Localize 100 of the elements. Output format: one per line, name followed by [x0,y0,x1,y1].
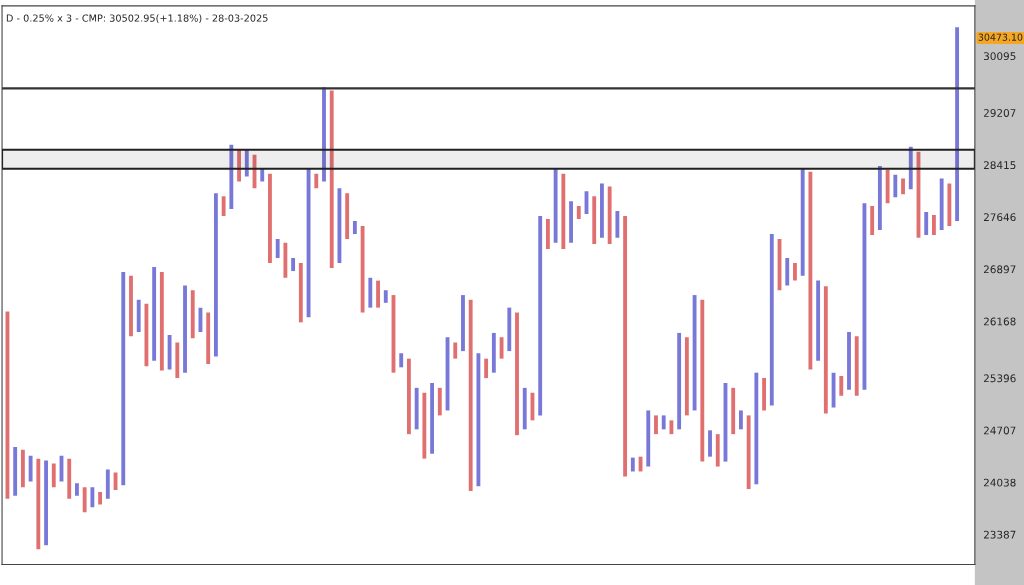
candlestick [175,342,180,379]
candlestick [576,206,581,220]
candlestick [82,487,87,513]
candlestick [754,372,759,485]
candlestick [167,335,172,370]
candlestick [98,491,103,505]
candlestick [924,212,929,235]
candlestick [762,378,766,411]
candlestick [329,90,334,269]
candlestick [298,263,303,323]
candlestick [484,358,489,379]
candlestick [947,183,952,226]
candlestick [206,312,211,365]
candlestick [877,165,882,230]
candlestick [630,457,635,472]
candlestick [607,186,612,244]
y-tick-label: 24038 [983,478,1016,487]
candlestick [44,460,48,546]
candlestick [893,174,898,198]
candlestick [322,87,326,182]
candlestick [669,420,674,435]
candlestick [28,455,33,482]
candlestick [623,216,628,477]
candlestick [522,387,527,430]
candlestick [939,178,944,230]
candlestick [715,434,720,467]
candlestick [731,387,736,435]
candlestick [221,196,226,217]
text: 30473.10 [978,33,1023,41]
candlestick [839,376,844,396]
candlestick [437,387,442,416]
candlestick [816,280,821,361]
candlestick [360,225,365,313]
candlestick [538,216,543,416]
candlestick [237,149,241,182]
candlestick [136,299,141,332]
candlestick [144,303,149,367]
candlestick [476,353,481,487]
candlestick [407,358,411,435]
candlestick [615,211,620,238]
y-tick-label: 26897 [983,265,1016,274]
y-tick-label: 26168 [983,317,1016,326]
candlestick [291,257,296,272]
candlestick [352,221,357,234]
text: D - 0.25% x 3 - CMP: 30502.95(+1.18%) - 28-03-2025 [6,14,268,23]
candlestick [121,271,126,486]
candlestick [67,458,72,499]
candlestick [283,242,288,278]
candlestick [870,206,875,235]
candlestick [769,233,774,406]
candlestick [847,331,851,390]
candlestick [244,149,249,177]
y-tick-label: 23387 [983,530,1016,539]
candlestick [692,295,697,411]
candlestick [561,173,566,249]
candlestick [808,171,813,370]
candlestick [515,312,519,436]
candlestick [414,387,419,430]
candlestick [90,487,95,508]
candlestick [654,415,658,435]
candlestick [600,183,604,238]
candlestick [399,353,404,368]
candlestick [491,332,496,373]
candlestick [229,144,234,210]
candlestick [152,267,157,361]
candlestick [190,290,195,339]
candlestick [422,392,427,459]
candlestick [507,307,512,352]
candlestick [129,275,133,337]
candlestick [646,410,651,467]
candlestick [901,178,905,195]
candlestick [793,263,797,281]
candlestick [854,336,859,396]
candlestick [461,295,465,352]
candlestick [823,286,828,414]
candlestick [708,430,712,457]
candlestick [13,446,18,496]
candlestick [183,285,187,373]
y-tick-label: 25396 [983,374,1016,383]
candlestick [268,173,272,264]
candlestick [955,27,960,221]
candlestick [430,382,435,454]
candlestick [51,463,56,488]
candlestick [800,168,805,276]
candlestick [159,271,164,371]
y-tick-label: 24707 [983,426,1016,435]
candlestick [684,337,689,416]
candlestick [213,193,218,357]
candlestick [908,146,913,190]
candlestick [260,168,265,182]
candlestick [569,201,573,243]
y-tick-label: 28415 [983,161,1016,170]
candlestick [746,415,751,490]
candlestick [785,257,790,286]
candlestick [345,193,350,239]
candlestick [314,173,319,189]
candlestick [453,342,458,359]
candlestick [932,215,936,235]
candlestick [677,332,682,430]
y-tick-label: 30095 [983,52,1016,61]
